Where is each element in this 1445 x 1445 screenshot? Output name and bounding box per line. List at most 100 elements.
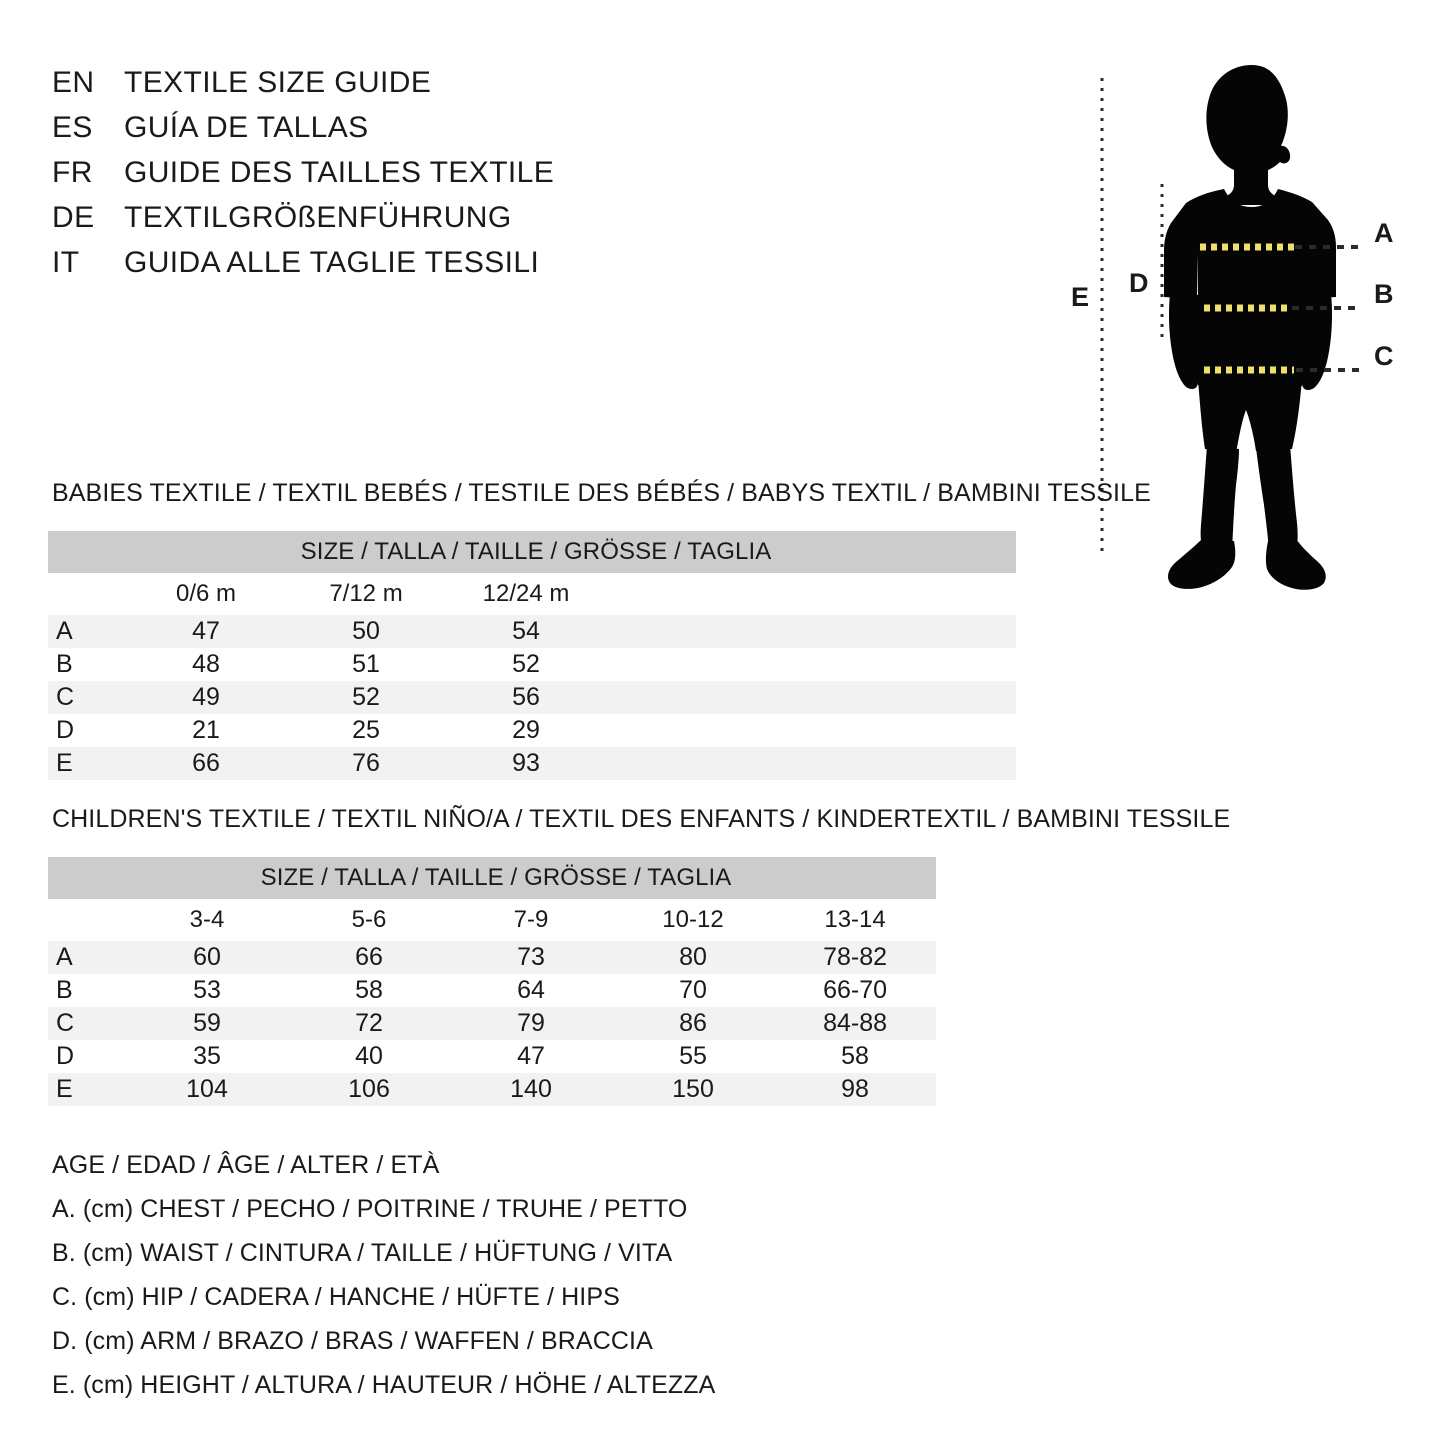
children-section-title: CHILDREN'S TEXTILE / TEXTIL NIÑO/A / TEX…	[52, 805, 1231, 833]
language-code-es: ES	[52, 111, 93, 144]
table-row: C 59 72 79 86 84-88	[48, 1007, 937, 1040]
children-col-header-3: 10-12	[662, 906, 724, 933]
babies-cell-b-pad	[606, 648, 1017, 681]
language-code-en: EN	[52, 66, 95, 99]
children-cell-e-4: 98	[774, 1073, 937, 1106]
children-corner-cell	[48, 899, 126, 941]
language-row-it: IT GUIDA ALLE TAGLIE TESSILI	[52, 246, 692, 291]
children-row-label-a: A	[48, 941, 126, 974]
figure-label-c: C	[1374, 341, 1394, 371]
table-row: E 66 76 93	[48, 747, 1017, 780]
table-row: D 21 25 29	[48, 714, 1017, 747]
babies-cell-e-pad	[606, 747, 1017, 780]
children-cell-b-4: 66-70	[774, 974, 937, 1007]
legend-line-chest: A. (cm) CHEST / PECHO / POITRINE / TRUHE…	[52, 1195, 688, 1223]
babies-col-header-pad	[606, 573, 1016, 615]
children-cell-c-4: 84-88	[774, 1007, 937, 1040]
table-row: D 35 40 47 55 58	[48, 1040, 937, 1073]
legend-line-waist: B. (cm) WAIST / CINTURA / TAILLE / HÜFTU…	[52, 1239, 673, 1267]
figure-label-b: B	[1374, 279, 1394, 309]
babies-row-label-e: E	[48, 747, 126, 780]
legend-line-age: AGE / EDAD / ÂGE / ALTER / ETÀ	[52, 1151, 440, 1179]
language-title-it: GUIDA ALLE TAGLIE TESSILI	[124, 246, 540, 279]
children-row-label-d: D	[48, 1040, 126, 1073]
babies-col-header-1: 7/12 m	[329, 580, 403, 607]
babies-corner-cell	[48, 573, 126, 615]
children-cell-d-4: 58	[774, 1040, 937, 1073]
children-cell-e-1: 106	[288, 1073, 450, 1106]
children-cell-e-2: 140	[450, 1073, 612, 1106]
babies-row-label-b: B	[48, 648, 126, 681]
babies-cell-e-1: 76	[286, 747, 446, 780]
children-size-table: SIZE / TALLA / TAILLE / GRÖSSE / TAGLIA …	[48, 857, 937, 1106]
babies-cell-d-pad	[606, 714, 1017, 747]
children-cell-c-1: 72	[288, 1007, 450, 1040]
legend-line-hip: C. (cm) HIP / CADERA / HANCHE / HÜFTE / …	[52, 1283, 620, 1311]
children-cell-d-2: 47	[450, 1040, 612, 1073]
children-cell-d-1: 40	[288, 1040, 450, 1073]
measurement-legend: AGE / EDAD / ÂGE / ALTER / ETÀ A. (cm) C…	[52, 1143, 752, 1407]
table-row: A 60 66 73 80 78-82	[48, 941, 937, 974]
babies-cell-a-0: 47	[126, 615, 286, 648]
children-cell-b-3: 70	[612, 974, 774, 1007]
language-row-es: ES GUÍA DE TALLAS	[52, 111, 692, 156]
babies-section-title: BABIES TEXTILE / TEXTIL BEBÉS / TESTILE …	[52, 479, 1151, 507]
children-row-label-b: B	[48, 974, 126, 1007]
babies-cell-b-1: 51	[286, 648, 446, 681]
children-cell-b-2: 64	[450, 974, 612, 1007]
children-cell-c-2: 79	[450, 1007, 612, 1040]
figure-label-a: A	[1374, 218, 1394, 248]
children-table-header-bar: SIZE / TALLA / TAILLE / GRÖSSE / TAGLIA	[48, 857, 937, 899]
table-row: B 48 51 52	[48, 648, 1017, 681]
children-cell-c-0: 59	[126, 1007, 288, 1040]
babies-cell-c-pad	[606, 681, 1017, 714]
children-cell-a-0: 60	[126, 941, 288, 974]
babies-cell-b-2: 52	[446, 648, 606, 681]
children-col-header-2: 7-9	[513, 906, 549, 933]
children-cell-a-1: 66	[288, 941, 450, 974]
children-cell-d-0: 35	[126, 1040, 288, 1073]
babies-cell-d-2: 29	[446, 714, 606, 747]
language-title-block: EN TEXTILE SIZE GUIDE ES GUÍA DE TALLAS …	[52, 66, 692, 291]
children-col-header-1: 5-6	[351, 906, 387, 933]
babies-cell-c-0: 49	[126, 681, 286, 714]
babies-cell-d-0: 21	[126, 714, 286, 747]
legend-line-arm: D. (cm) ARM / BRAZO / BRAS / WAFFEN / BR…	[52, 1327, 653, 1355]
babies-cell-c-2: 56	[446, 681, 606, 714]
children-row-label-e: E	[48, 1073, 126, 1106]
table-row: A 47 50 54	[48, 615, 1017, 648]
babies-cell-a-2: 54	[446, 615, 606, 648]
language-title-de: TEXTILGRÖßENFÜHRUNG	[124, 201, 512, 234]
children-column-headers: 3-4 5-6 7-9 10-12 13-14	[48, 899, 936, 941]
babies-col-header-2: 12/24 m	[482, 580, 570, 607]
language-title-en: TEXTILE SIZE GUIDE	[124, 66, 432, 99]
figure-label-e: E	[1071, 282, 1090, 312]
children-col-header-4: 13-14	[824, 906, 886, 933]
children-cell-e-3: 150	[612, 1073, 774, 1106]
babies-table-header-bar: SIZE / TALLA / TAILLE / GRÖSSE / TAGLIA	[48, 531, 1017, 573]
children-col-header-0: 3-4	[189, 906, 225, 933]
language-row-en: EN TEXTILE SIZE GUIDE	[52, 66, 692, 111]
table-row: B 53 58 64 70 66-70	[48, 974, 937, 1007]
babies-row-label-a: A	[48, 615, 126, 648]
babies-header-bar-label: SIZE / TALLA / TAILLE / GRÖSSE / TAGLIA	[48, 531, 1017, 573]
language-code-fr: FR	[52, 156, 93, 189]
babies-column-headers: 0/6 m 7/12 m 12/24 m	[48, 573, 1016, 615]
legend-line-height: E. (cm) HEIGHT / ALTURA / HAUTEUR / HÖHE…	[52, 1371, 716, 1399]
children-header-bar-label: SIZE / TALLA / TAILLE / GRÖSSE / TAGLIA	[48, 857, 937, 899]
babies-col-header-0: 0/6 m	[175, 580, 237, 607]
babies-cell-c-1: 52	[286, 681, 446, 714]
babies-row-label-d: D	[48, 714, 126, 747]
babies-cell-e-0: 66	[126, 747, 286, 780]
language-row-fr: FR GUIDE DES TAILLES TEXTILE	[52, 156, 692, 201]
children-cell-d-3: 55	[612, 1040, 774, 1073]
language-title-es: GUÍA DE TALLAS	[124, 111, 369, 144]
children-cell-a-2: 73	[450, 941, 612, 974]
figure-label-d: D	[1129, 268, 1149, 298]
table-row: C 49 52 56	[48, 681, 1017, 714]
babies-cell-a-1: 50	[286, 615, 446, 648]
babies-cell-d-1: 25	[286, 714, 446, 747]
language-row-de: DE TEXTILGRÖßENFÜHRUNG	[52, 201, 692, 246]
body-measurement-diagram	[1040, 45, 1445, 615]
